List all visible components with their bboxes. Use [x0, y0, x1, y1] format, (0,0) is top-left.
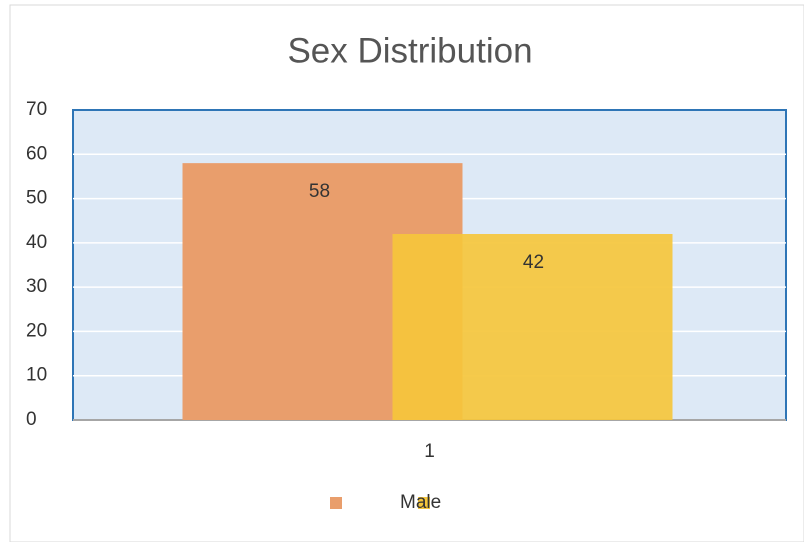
- x-tick-label: 1: [424, 441, 435, 462]
- legend-swatch: [330, 497, 342, 509]
- y-tick-label: 40: [26, 232, 47, 253]
- chart-title: Sex Distribution: [287, 31, 532, 70]
- y-tick-label: 30: [26, 276, 47, 297]
- bar: [392, 234, 673, 420]
- y-tick-label: 20: [26, 320, 47, 341]
- y-tick-label: 10: [26, 365, 47, 386]
- y-tick-label: 70: [26, 99, 47, 120]
- y-tick-label: 60: [26, 143, 47, 164]
- legend-swatch: [418, 497, 430, 509]
- y-tick-label: 50: [26, 188, 47, 209]
- data-label: 42: [523, 252, 544, 273]
- legend-label: Male: [400, 492, 441, 513]
- y-tick-label: 0: [26, 409, 37, 430]
- data-label: 58: [309, 181, 330, 202]
